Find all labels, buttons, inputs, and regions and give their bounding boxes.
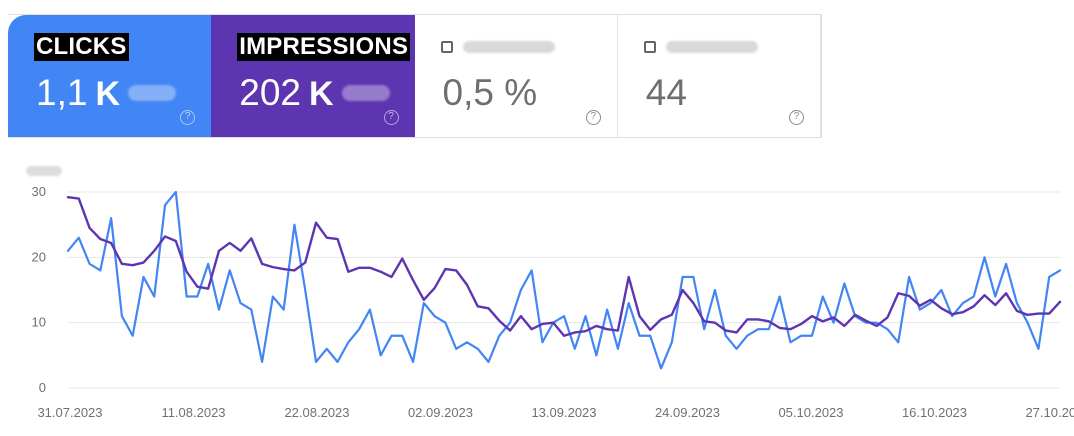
help-icon[interactable]: ? [180, 110, 196, 125]
ctr-value: 0,5 % [442, 72, 538, 113]
impressions-value-unit: K [308, 75, 334, 113]
impressions-value: 202 K [239, 72, 390, 114]
checkbox[interactable] [440, 41, 453, 53]
y-tick-label: 0 [39, 380, 46, 395]
position-checkbox-row[interactable] [643, 41, 758, 53]
impressions-series-line [66, 196, 1062, 337]
x-tick-label: 05.10.2023 [778, 405, 843, 420]
clicks-series-line [66, 190, 1062, 370]
x-tick-label: 22.08.2023 [284, 405, 349, 420]
clicks-value-unit: K [95, 75, 120, 113]
help-icon[interactable]: ? [585, 110, 601, 125]
clicks-label: CLICKS [34, 33, 129, 61]
blurred-axis-label [26, 166, 62, 176]
y-tick-label: 30 [32, 184, 46, 199]
x-tick-label: 31.07.2023 [37, 405, 102, 420]
x-tick-label: 13.09.2023 [531, 405, 596, 420]
impressions-blurred-suffix [341, 85, 390, 101]
help-icon[interactable]: ? [789, 110, 804, 125]
impressions-value-main: 202 [239, 72, 301, 113]
metric-cards: CLICKS 1,1 K ? IMPRESSIONS 202 K ? 0,5 % [8, 14, 822, 138]
impressions-card[interactable]: IMPRESSIONS 202 K ? [211, 15, 415, 137]
x-tick-label: 11.08.2023 [161, 405, 225, 420]
ctr-checkbox-row[interactable] [440, 41, 555, 53]
clicks-card[interactable]: CLICKS 1,1 K ? [8, 15, 212, 137]
clicks-value-main: 1,1 [36, 72, 88, 113]
y-tick-label: 20 [32, 249, 46, 264]
position-value: 44 [645, 72, 687, 113]
performance-chart: 30 20 10 0 31.07.2023 11.08.2023 22.08.2023 02.… [0, 138, 1074, 436]
chart-svg: 30 20 10 0 31.07.2023 11.08.2023 22.08.2023 02.… [32, 184, 1074, 420]
x-tick-label: 16.10.2023 [902, 405, 967, 420]
blurred-label [462, 41, 555, 53]
blurred-label [665, 41, 758, 53]
clicks-value: 1,1 K [36, 73, 176, 114]
y-tick-label: 10 [32, 315, 46, 330]
x-tick-label: 24.09.2023 [655, 405, 720, 420]
checkbox[interactable] [643, 41, 656, 53]
x-tick-label: 02.09.2023 [408, 405, 473, 420]
help-icon[interactable]: ? [383, 110, 399, 125]
x-tick-label: 27.10.2023 [1025, 405, 1074, 420]
clicks-blurred-suffix [128, 85, 176, 101]
position-card[interactable]: 44 ? [617, 15, 821, 137]
ctr-card[interactable]: 0,5 % ? [414, 15, 618, 137]
impressions-label: IMPRESSIONS [237, 33, 411, 61]
